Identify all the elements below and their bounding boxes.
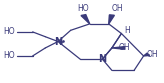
Polygon shape <box>144 53 150 56</box>
Text: HO: HO <box>78 4 89 13</box>
Polygon shape <box>112 47 125 49</box>
Text: OH: OH <box>112 4 123 13</box>
Polygon shape <box>81 15 90 24</box>
Text: OH: OH <box>118 43 130 52</box>
Text: HO: HO <box>4 51 15 60</box>
Polygon shape <box>109 15 114 24</box>
Text: H: H <box>125 26 130 35</box>
Text: N: N <box>54 37 62 47</box>
Text: HO: HO <box>4 27 15 36</box>
Text: N: N <box>98 54 106 64</box>
Text: OH: OH <box>147 50 158 59</box>
